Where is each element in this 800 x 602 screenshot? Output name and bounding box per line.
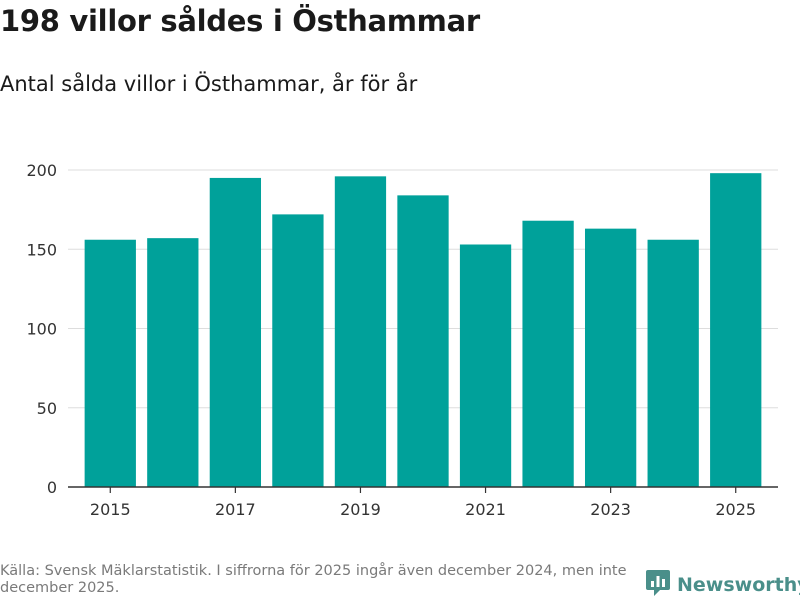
bars: [84, 173, 762, 488]
bar-2025: [710, 173, 762, 488]
x-tick-label: 2017: [215, 500, 256, 519]
x-tick-label: 2025: [715, 500, 756, 519]
newsworthy-logo-icon: [645, 568, 671, 602]
y-tick-label: 0: [47, 478, 57, 497]
y-tick-label: 200: [26, 161, 57, 180]
x-tick-label: 2019: [340, 500, 381, 519]
bar-2016: [147, 238, 199, 487]
chart-subtitle: Antal sålda villor i Östhammar, år för å…: [0, 72, 418, 96]
bar-2023: [584, 228, 637, 487]
y-tick-label: 100: [26, 320, 57, 339]
x-tick-label: 2015: [90, 500, 131, 519]
x-tick-label: 2021: [465, 500, 506, 519]
bar-2017: [209, 177, 262, 488]
source-note: Källa: Svensk Mäklarstatistik. I siffror…: [0, 563, 627, 596]
x-tick-label: 2023: [590, 500, 631, 519]
bar-chart: 0 50 100 150 200 2015 2017 2019 2021 2023 2025: [26, 161, 778, 519]
brand-name: Newsworthy: [677, 574, 800, 596]
y-axis-ticks: 0 50 100 150 200: [26, 161, 57, 497]
bar-2019: [334, 176, 387, 487]
bar-2021: [459, 244, 512, 487]
y-tick-label: 50: [37, 399, 57, 418]
brand-logo: Newsworthy: [645, 570, 800, 600]
chart-title: 198 villor såldes i Östhammar: [0, 4, 480, 38]
bar-2020: [397, 195, 449, 488]
x-axis-ticks: 2015 2017 2019 2021 2023 2025: [90, 487, 756, 519]
bar-2022: [522, 220, 574, 487]
bar-2015: [84, 239, 136, 487]
bar-2024: [647, 239, 699, 487]
bar-2018: [272, 214, 324, 487]
y-tick-label: 150: [26, 240, 57, 259]
